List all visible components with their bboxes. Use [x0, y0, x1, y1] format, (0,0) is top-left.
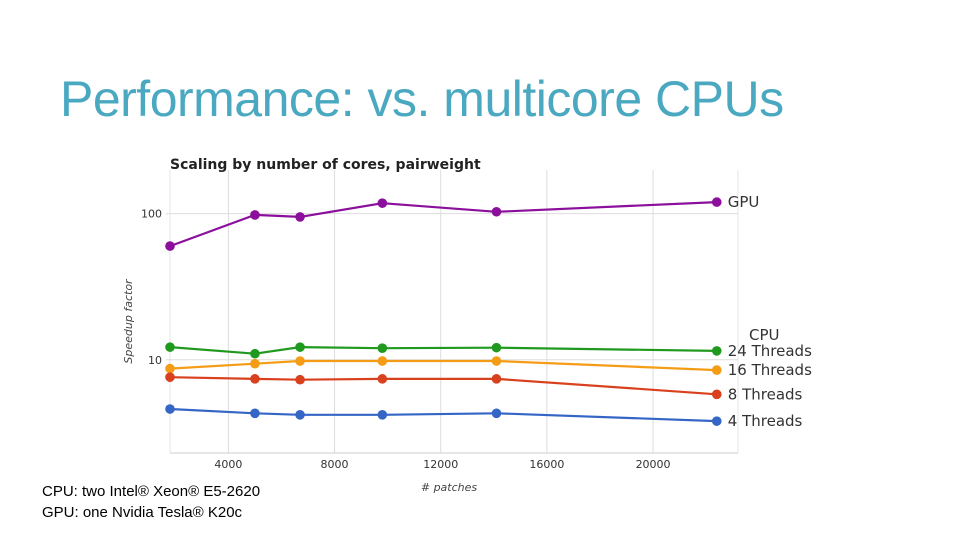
data-point — [377, 374, 388, 384]
x-tick-label: 8000 — [321, 458, 349, 471]
series-line — [169, 376, 717, 396]
y-axis-label: Speedup factor — [122, 278, 135, 364]
data-point — [250, 358, 260, 369]
data-point — [711, 197, 722, 207]
x-axis-label: # patches — [421, 481, 478, 494]
y-tick-label: 10 — [148, 354, 162, 367]
data-point — [295, 212, 305, 222]
footnote: CPU: two Intel® Xeon® E5-2620 GPU: one N… — [42, 481, 260, 523]
data-point — [377, 343, 388, 353]
x-tick-label: 12000 — [423, 458, 458, 471]
series-label: 4 Threads — [728, 412, 803, 430]
data-point — [165, 342, 175, 352]
data-point — [165, 404, 175, 414]
chart-title: Scaling by number of cores, pairweight — [170, 157, 481, 173]
data-point — [377, 198, 388, 208]
data-point — [491, 408, 502, 419]
data-point — [165, 372, 175, 382]
data-point — [250, 348, 260, 359]
data-point — [711, 389, 722, 400]
data-point — [711, 346, 722, 356]
data-point — [295, 409, 305, 420]
data-point — [295, 342, 305, 352]
data-point — [295, 374, 305, 385]
data-point — [491, 356, 502, 366]
data-point — [491, 374, 502, 384]
slide-title: Performance: vs. multicore CPUs — [60, 71, 784, 127]
grid — [166, 170, 739, 454]
series-label: 16 Threads — [728, 361, 812, 379]
footnote-cpu: CPU: two Intel® Xeon® E5-2620 — [42, 483, 261, 500]
data-point — [711, 365, 722, 375]
x-tick-label: 4000 — [214, 458, 242, 471]
series-line — [169, 407, 717, 423]
series-line — [169, 346, 717, 355]
data-point — [377, 356, 388, 366]
footnote-gpu: GPU: one Nvidia Tesla® K20c — [42, 504, 243, 521]
x-tick-label: 20000 — [636, 458, 671, 471]
data-point — [250, 374, 260, 384]
data-point — [491, 206, 502, 217]
data-point — [250, 210, 260, 220]
series-line — [169, 359, 717, 372]
data-point — [165, 241, 175, 251]
data-point — [377, 409, 388, 420]
data-point — [165, 363, 175, 374]
series-label: 8 Threads — [728, 385, 803, 403]
series-label: 24 Threads — [728, 342, 812, 360]
data-point — [711, 416, 722, 426]
legend-group-label: CPU — [749, 326, 780, 344]
series-lines — [165, 197, 722, 426]
data-point — [491, 342, 502, 353]
y-tick-label: 100 — [141, 208, 162, 221]
series-label: GPU — [728, 193, 760, 211]
x-tick-label: 16000 — [529, 458, 564, 471]
data-point — [295, 356, 305, 366]
series-line — [169, 201, 717, 248]
data-point — [250, 408, 260, 419]
tick-labels: 4000 8000 12000 16000 20000 10 100 — [141, 208, 671, 471]
